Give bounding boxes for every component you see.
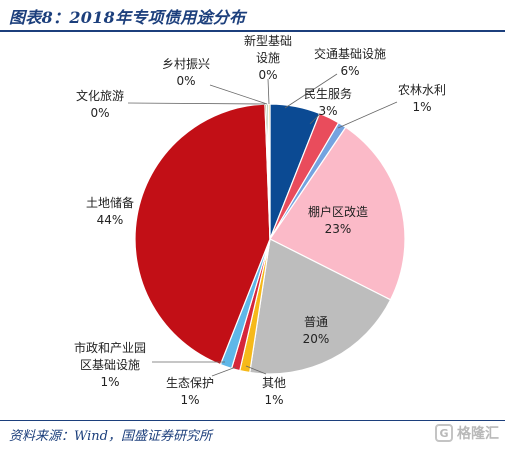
- pie-slice: [267, 103, 271, 240]
- slice-label: 普通 20%: [303, 315, 330, 346]
- watermark: G 格隆汇: [435, 423, 499, 443]
- slice-label: 生态保护 1%: [166, 376, 214, 407]
- title-rule: [0, 30, 505, 32]
- pie-slices: [134, 103, 406, 375]
- slice-label: 农林水利 1%: [398, 83, 446, 114]
- source-rule: [0, 420, 505, 421]
- leader-line: [337, 101, 398, 129]
- slice-label: 新型基础设施 0%: [244, 34, 292, 82]
- slice-label: 文化旅游 0%: [76, 88, 124, 120]
- leader-line: [211, 366, 237, 377]
- watermark-logo-icon: G: [435, 424, 453, 442]
- leader-lines: [127, 73, 398, 377]
- chart-title: 图表8：2018年专项债用途分布: [9, 8, 246, 27]
- slice-label: 民生服务 3%: [304, 86, 352, 118]
- pie-slice: [134, 103, 271, 366]
- watermark-text: 格隆汇: [457, 426, 499, 442]
- pie-slice: [269, 126, 406, 301]
- slice-label: 土地储备 44%: [86, 195, 134, 227]
- leader-line: [127, 102, 266, 105]
- leader-line: [284, 73, 338, 109]
- slice-label: 市政和产业园区基础设施 1%: [74, 340, 146, 389]
- leader-line: [267, 78, 270, 105]
- source-note: 资料来源：Wind，国盛证券研究所: [9, 429, 212, 444]
- slice-label: 其他 1%: [262, 376, 286, 407]
- pie-chart: 交通基础设施 6% 民生服务 3% 农林水利 1% 棚户区改造 23% 普通 20% 其他 1% 生态保…: [74, 34, 446, 407]
- slice-labels: 交通基础设施 6% 民生服务 3% 农林水利 1% 棚户区改造 23% 普通 20% 其他 1% 生态保…: [74, 34, 446, 407]
- slice-label: 棚户区改造 23%: [308, 204, 368, 236]
- slice-label: 交通基础设施 6%: [314, 46, 386, 78]
- leader-line: [245, 365, 267, 375]
- slice-label: 乡村振兴 0%: [162, 57, 210, 88]
- leader-line: [209, 84, 268, 105]
- leader-line: [309, 113, 321, 125]
